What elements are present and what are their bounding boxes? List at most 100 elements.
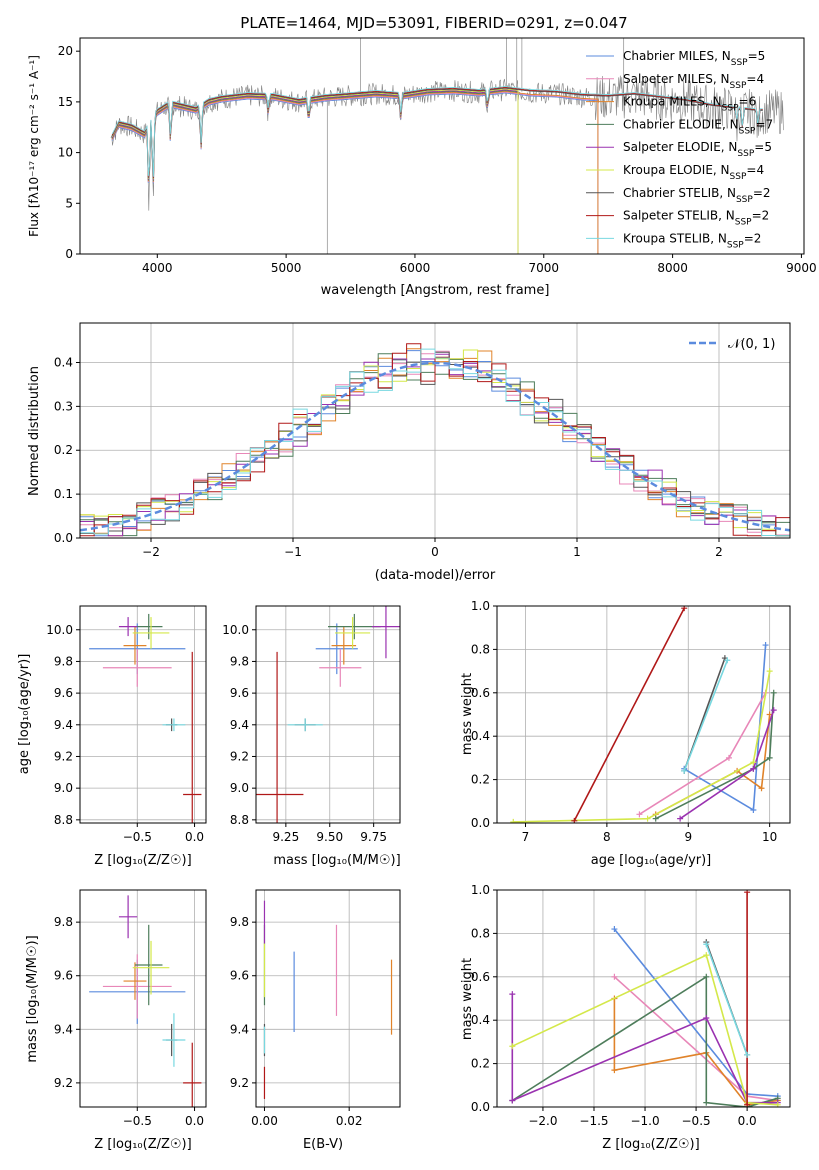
mass-weight-marker bbox=[636, 811, 643, 818]
legend-label: Chabrier ELODIE, NSSP=7 bbox=[623, 117, 773, 136]
x-tick-label: −2.0 bbox=[528, 1114, 557, 1128]
y-tick-label: 0.8 bbox=[471, 642, 490, 656]
y-tick-label: 0.2 bbox=[471, 1057, 490, 1071]
histogram-plot-area: −2 −1 0 1 2 0.0 0.1 0.2 0.3 0.4 bbox=[54, 322, 791, 559]
mass-weight-line bbox=[513, 670, 771, 823]
y-tick-label: 9.6 bbox=[230, 686, 249, 700]
x-tick-label: 9.25 bbox=[272, 830, 299, 844]
y-tick-label: 9.6 bbox=[54, 969, 73, 983]
y-tick-label: 9.8 bbox=[230, 654, 249, 668]
y-tick-label: 9.8 bbox=[54, 654, 73, 668]
mass-weight-marker bbox=[724, 657, 731, 664]
histogram-step-line bbox=[80, 343, 790, 537]
y-tick-label: 5 bbox=[65, 196, 73, 210]
y-tick-label: 9.2 bbox=[54, 749, 73, 763]
model-spectrum-line bbox=[111, 87, 763, 179]
x-tick-label: 10 bbox=[762, 830, 777, 844]
mass-weight-marker bbox=[770, 707, 777, 714]
y-tick-label: 9.6 bbox=[54, 686, 73, 700]
mass-weight-marker bbox=[677, 815, 684, 822]
y-tick-label: 9.2 bbox=[230, 1076, 249, 1090]
mass-weight-marker bbox=[766, 754, 773, 761]
x-tick-label: 5000 bbox=[271, 261, 302, 275]
residual-histogram-panel: −2 −1 0 1 2 0.0 0.1 0.2 0.3 0.4 (data-model)/erro… bbox=[27, 322, 791, 583]
mass-weight-marker bbox=[766, 668, 773, 675]
y-tick-label: 10.0 bbox=[222, 623, 249, 637]
weight-age-ylabel: mass weight bbox=[460, 673, 475, 755]
mass-weight-marker bbox=[744, 1051, 751, 1058]
y-tick-label: 10 bbox=[58, 146, 73, 160]
y-tick-label: 9.6 bbox=[230, 969, 249, 983]
age-vs-metallicity-panel: −0.5 0.0 8.8 9.0 9.2 9.4 9.6 9.8 10.0 Z [log₁₀(Z… bbox=[17, 605, 207, 868]
mass-vs-metallicity-panel: −0.5 0.0 9.2 9.4 9.6 9.8 Z [log₁₀(Z/Z☉)] mass… bbox=[25, 889, 207, 1152]
spectrum-legend: Chabrier MILES, NSSP=5 Salpeter MILES, NS… bbox=[586, 49, 773, 250]
y-tick-label: 9.8 bbox=[230, 915, 249, 929]
age-mass-plot-area: 9.25 9.50 9.75 8.8 9.0 9.2 9.4 9.6 9.8 10.0 bbox=[222, 605, 401, 844]
weight-age-xlabel: age [log₁₀(age/yr)] bbox=[591, 853, 712, 868]
x-tick-label: −1.0 bbox=[630, 1114, 659, 1128]
model-spectrum-line bbox=[111, 89, 519, 254]
mass-ebv-xlabel: E(B-V) bbox=[303, 1137, 343, 1152]
x-tick-label: 9 bbox=[684, 830, 692, 844]
histogram-xlabel: (data-model)/error bbox=[375, 568, 496, 583]
mass-weight-marker bbox=[644, 815, 651, 822]
age-vs-mass-panel: 9.25 9.50 9.75 8.8 9.0 9.2 9.4 9.6 9.8 10.0 mass … bbox=[222, 605, 401, 868]
age-z-plot-area: −0.5 0.0 8.8 9.0 9.2 9.4 9.6 9.8 10.0 bbox=[46, 605, 207, 844]
weight-z-ylabel: mass weight bbox=[460, 958, 475, 1040]
y-tick-label: 0.3 bbox=[54, 399, 73, 413]
spectrum-xlabel: wavelength [Angstrom, rest frame] bbox=[321, 283, 550, 298]
mass-weight-marker bbox=[758, 785, 765, 792]
y-tick-label: 9.4 bbox=[54, 1022, 73, 1036]
y-tick-label: 0.0 bbox=[471, 816, 490, 830]
mass-weight-line bbox=[511, 953, 778, 1106]
mass-weight-vs-metallicity-panel: −2.0 −1.5 −1.0 −0.5 0.0 0.0 0.2 0.4 0.6 0.8 1.0 Z … bbox=[460, 883, 791, 1152]
y-tick-label: 9.0 bbox=[230, 781, 249, 795]
y-tick-label: 0.6 bbox=[471, 970, 490, 984]
model-spectrum-line bbox=[111, 86, 763, 177]
x-tick-label: 7000 bbox=[528, 261, 559, 275]
y-tick-label: 9.4 bbox=[230, 1022, 249, 1036]
mass-z-ylabel: mass [log₁₀(M/M☉)] bbox=[25, 935, 40, 1062]
x-tick-label: 2 bbox=[715, 545, 723, 559]
x-tick-label: 7 bbox=[522, 830, 530, 844]
normal-legend-label: 𝒩(0, 1) bbox=[728, 337, 775, 352]
x-tick-label: 9.75 bbox=[360, 830, 387, 844]
axes-frame bbox=[496, 889, 791, 1108]
legend-label: Kroupa ELODIE, NSSP=4 bbox=[623, 163, 764, 182]
mass-weight-marker bbox=[750, 759, 757, 766]
weight-age-plot-area: 7 8 9 10 0.0 0.2 0.4 0.6 0.8 1.0 bbox=[471, 599, 791, 844]
y-tick-label: 0.2 bbox=[471, 773, 490, 787]
legend-label: Chabrier MILES, NSSP=5 bbox=[623, 49, 765, 68]
mass-weight-marker bbox=[611, 973, 618, 980]
x-tick-label: −1.5 bbox=[579, 1114, 608, 1128]
spectrum-ylabel: Flux [fλ10⁻¹⁷ erg cm⁻² s⁻¹ A⁻¹] bbox=[27, 55, 41, 237]
plot-content bbox=[256, 606, 400, 823]
x-tick-label: −2 bbox=[142, 545, 160, 559]
x-tick-label: 9000 bbox=[786, 261, 817, 275]
mass-weight-marker bbox=[509, 1043, 516, 1050]
mass-weight-marker bbox=[703, 973, 710, 980]
x-tick-label: 0.0 bbox=[185, 830, 204, 844]
x-tick-label: −1 bbox=[284, 545, 302, 559]
axes-frame bbox=[255, 889, 401, 1108]
mass-weight-marker bbox=[611, 1067, 618, 1074]
axes-frame bbox=[255, 605, 401, 824]
y-tick-label: 0.4 bbox=[54, 355, 73, 369]
model-spectrum-line bbox=[111, 90, 519, 254]
mass-weight-marker bbox=[725, 754, 732, 761]
x-tick-label: −0.5 bbox=[123, 830, 152, 844]
x-tick-label: 8 bbox=[603, 830, 611, 844]
mass-weight-marker bbox=[750, 806, 757, 813]
plot-content bbox=[89, 895, 202, 1107]
y-tick-label: 0.4 bbox=[471, 1013, 490, 1027]
model-spectrum-line bbox=[111, 86, 763, 178]
legend-label: Salpeter ELODIE, NSSP=5 bbox=[623, 140, 772, 159]
mass-weight-marker bbox=[762, 642, 769, 649]
y-tick-label: 9.4 bbox=[54, 718, 73, 732]
y-tick-label: 20 bbox=[58, 44, 73, 58]
weight-z-xlabel: Z [log₁₀(Z/Z☉)] bbox=[602, 1137, 699, 1152]
weight-z-plot-area: −2.0 −1.5 −1.0 −0.5 0.0 0.0 0.2 0.4 0.6 0.8 1.0 bbox=[471, 883, 791, 1128]
age-z-xlabel: Z [log₁₀(Z/Z☉)] bbox=[94, 853, 191, 868]
axes-frame bbox=[79, 605, 207, 824]
